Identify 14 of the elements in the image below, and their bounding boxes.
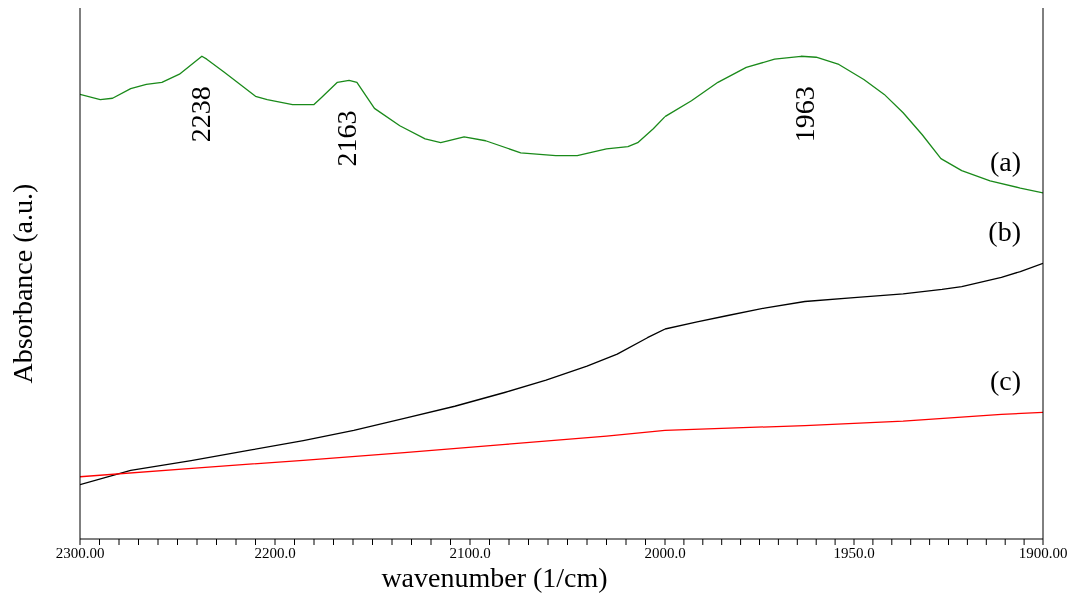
x-axis-title: wavenumber (1/cm) [381,562,608,593]
annotation: 2163 [331,110,363,167]
y-axis-title: Absorbance (a.u.) [6,183,38,384]
x-tick-label: 1900.00 [1018,544,1068,561]
annotation: 1963 [788,86,820,143]
series-label: (c) [989,365,1021,397]
x-tick-label: 2200.0 [254,544,296,561]
annotation: 2238 [184,86,216,143]
x-tick-label: 1950.0 [833,544,875,561]
x-tick-label: 2100.0 [449,544,491,561]
series-label: (b) [988,216,1021,248]
series-label: (a) [989,145,1021,177]
x-tick-label: 2300.00 [55,544,105,561]
x-tick-label: 2000.0 [644,544,686,561]
